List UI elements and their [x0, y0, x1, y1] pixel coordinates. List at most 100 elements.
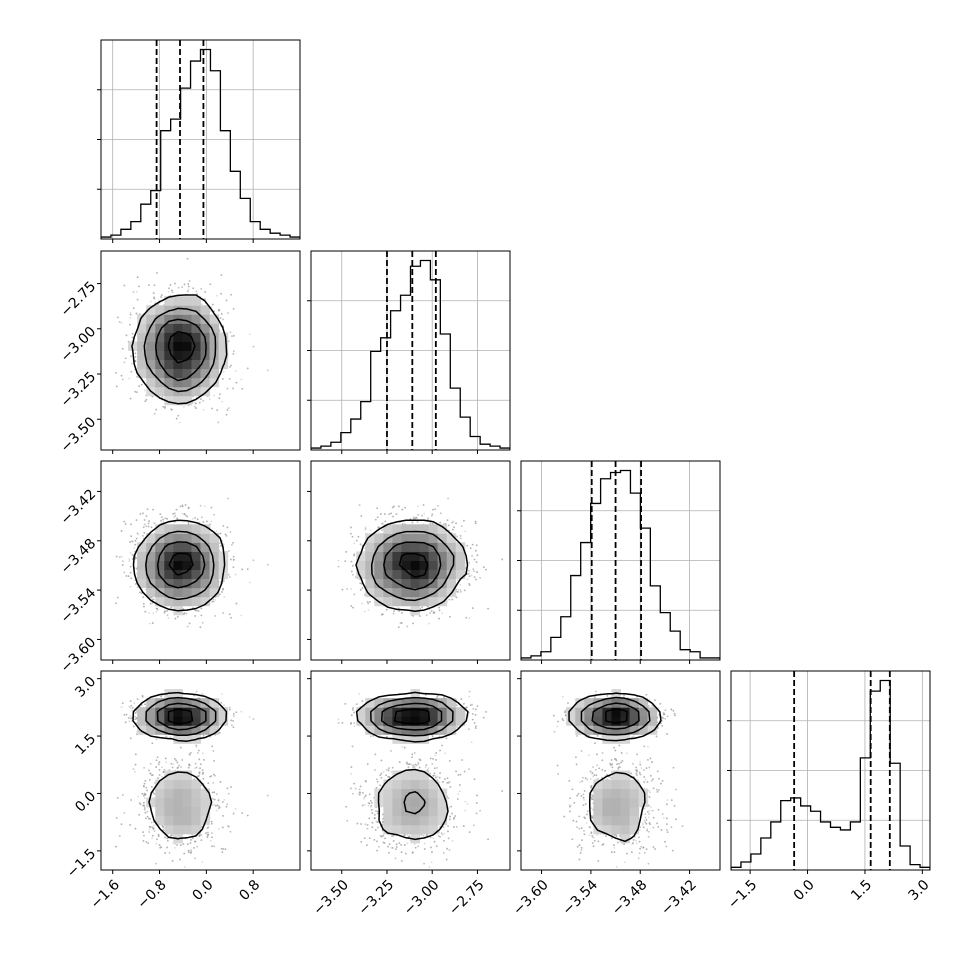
- density-cell: [209, 350, 220, 361]
- scatter-point: [136, 298, 139, 301]
- density-cell: [164, 395, 174, 406]
- scatter-point: [152, 612, 155, 615]
- scatter-point: [161, 395, 164, 398]
- scatter-point: [187, 283, 190, 285]
- density-cell: [164, 386, 174, 397]
- density-cell: [191, 323, 201, 333]
- scatter-point: [131, 332, 134, 335]
- scatter-point: [138, 285, 140, 288]
- scatter-point: [215, 294, 218, 297]
- panel-frame: [100, 250, 301, 451]
- scatter-point: [131, 336, 134, 339]
- scatter-point: [220, 292, 223, 295]
- scatter-point: [222, 318, 224, 321]
- scatter-point: [128, 377, 131, 380]
- scatter-point: [176, 508, 178, 511]
- scatter-point: [129, 313, 132, 316]
- scatter-point: [218, 308, 220, 311]
- scatter-point: [170, 408, 173, 411]
- scatter-point: [186, 257, 189, 260]
- scatter-point: [160, 296, 163, 298]
- scatter-point: [219, 317, 222, 319]
- scatter-point: [156, 272, 158, 274]
- scatter-point: [186, 290, 189, 293]
- density-cell: [155, 350, 165, 361]
- scatter-point: [230, 335, 233, 338]
- contour-line: [131, 294, 228, 405]
- scatter-point: [129, 552, 132, 554]
- scatter-point: [145, 398, 148, 401]
- density-cell: [164, 350, 174, 361]
- panel-1-0: [97, 250, 301, 454]
- scatter-point: [211, 303, 214, 306]
- density-cell: [155, 305, 165, 315]
- density-cell: [137, 332, 147, 342]
- density-cell: [182, 296, 192, 306]
- scatter-point: [232, 350, 235, 353]
- scatter-point: [162, 405, 165, 408]
- scatter-point: [163, 407, 166, 409]
- density-cell: [146, 332, 156, 342]
- scatter-point: [195, 407, 198, 409]
- scatter-point: [177, 286, 180, 289]
- scatter-point: [169, 284, 172, 286]
- scatter-point: [183, 283, 186, 286]
- scatter-point: [230, 293, 233, 296]
- scatter-point: [136, 298, 139, 301]
- scatter-point: [232, 307, 235, 310]
- density-cell: [155, 368, 165, 379]
- scatter-point: [152, 292, 155, 294]
- scatter-point: [230, 335, 233, 338]
- scatter-point: [196, 293, 199, 296]
- scatter-point: [228, 377, 231, 380]
- scatter-point: [153, 297, 156, 300]
- density-cell: [137, 341, 147, 351]
- scatter-point: [118, 321, 121, 323]
- panel-2-0: [97, 460, 301, 664]
- scatter-point: [228, 377, 231, 380]
- scatter-point: [252, 345, 255, 348]
- scatter-point: [163, 407, 166, 409]
- scatter-point: [129, 311, 132, 314]
- scatter-point: [136, 391, 138, 394]
- scatter-point: [115, 385, 118, 388]
- scatter-point: [222, 370, 225, 373]
- density-cell: [191, 368, 201, 379]
- scatter-point: [171, 408, 173, 411]
- scatter-point: [123, 284, 126, 287]
- scatter-point: [198, 401, 201, 404]
- density-cell: [182, 350, 192, 361]
- scatter-point: [121, 347, 124, 350]
- scatter-point: [246, 367, 249, 370]
- scatter-point: [120, 374, 123, 377]
- scatter-point: [160, 296, 163, 298]
- scatter-point: [188, 279, 191, 282]
- scatter-point: [136, 276, 139, 279]
- scatter-point: [135, 312, 138, 315]
- scatter-point: [217, 421, 220, 424]
- scatter-point: [128, 558, 131, 561]
- scatter-point: [135, 312, 138, 315]
- scatter-point: [246, 367, 249, 370]
- scatter-point: [131, 336, 134, 339]
- scatter-point: [228, 377, 231, 380]
- scatter-point: [226, 409, 229, 411]
- scatter-point: [123, 284, 126, 287]
- density-cell: [191, 296, 201, 306]
- scatter-point: [134, 360, 137, 362]
- scatter-point: [134, 390, 137, 393]
- scatter-point: [153, 296, 156, 299]
- scatter-point: [204, 291, 207, 293]
- scatter-point: [227, 340, 230, 343]
- density-cell: [200, 368, 211, 379]
- scatter-point: [177, 414, 180, 417]
- scatter-point: [221, 378, 224, 380]
- scatter-point: [129, 397, 132, 400]
- density-cell: [191, 341, 201, 351]
- scatter-point: [123, 284, 126, 287]
- scatter-point: [132, 307, 135, 310]
- density-cell: [146, 305, 156, 315]
- scatter-point: [171, 408, 173, 411]
- scatter-point: [235, 381, 238, 384]
